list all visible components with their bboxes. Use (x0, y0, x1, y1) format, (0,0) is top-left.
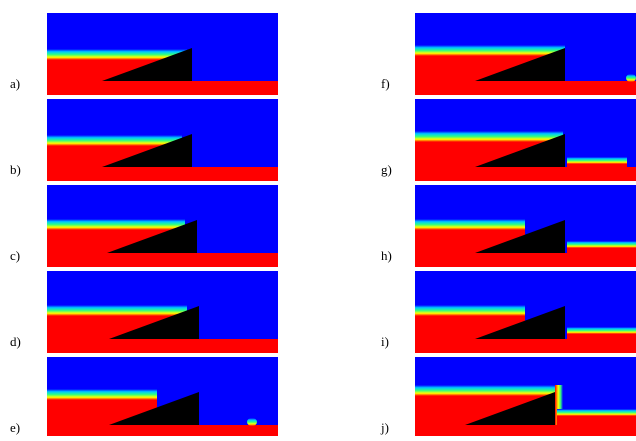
panel-label: d) (10, 334, 21, 349)
interface (47, 219, 185, 230)
panel (47, 357, 278, 439)
interface (555, 385, 563, 427)
interface (47, 49, 187, 60)
interface (415, 385, 555, 396)
panel (415, 271, 636, 353)
panel-label: j) (380, 420, 389, 435)
floor-water (47, 81, 278, 95)
panel (47, 271, 278, 353)
ramp (102, 134, 192, 167)
floor-water (415, 81, 636, 95)
panel-label: a) (10, 76, 20, 91)
interface (47, 389, 157, 400)
panel-label: f) (381, 76, 390, 91)
panel (415, 99, 636, 181)
panel-label: h) (381, 248, 392, 263)
floor-water (47, 167, 278, 181)
interface (567, 327, 636, 334)
spill-water (567, 331, 636, 339)
floor-water (415, 167, 636, 181)
panel-label: b) (10, 162, 21, 177)
interface (47, 135, 182, 146)
interface (415, 219, 525, 230)
ramp (107, 220, 197, 253)
panel (47, 185, 278, 267)
ramp (475, 48, 565, 81)
interface (567, 241, 636, 248)
ramp (475, 134, 565, 167)
floor-water (415, 425, 636, 439)
ramp (109, 306, 199, 339)
panel-label: c) (10, 248, 20, 263)
floor-water (47, 253, 278, 267)
ramp (102, 48, 192, 81)
panel-label: g) (381, 162, 392, 177)
panel (415, 13, 636, 95)
interface (557, 409, 636, 416)
interface (415, 45, 565, 56)
floor-water (415, 253, 636, 267)
floor-water (47, 425, 278, 439)
panel (47, 99, 278, 181)
panel (415, 185, 636, 267)
panel-label: e) (10, 420, 20, 435)
panel-label: i) (381, 334, 389, 349)
interface (47, 305, 187, 316)
ramp (109, 392, 199, 425)
panel (415, 357, 636, 439)
interface (415, 131, 563, 142)
ramp (465, 392, 555, 425)
ramp (475, 306, 565, 339)
panel (47, 13, 278, 95)
ramp (475, 220, 565, 253)
interface (415, 305, 525, 316)
droplet (247, 418, 257, 426)
spill-water (567, 245, 636, 253)
floor-water (415, 339, 636, 353)
floor-water (47, 339, 278, 353)
interface (567, 157, 627, 164)
droplet (626, 74, 636, 82)
